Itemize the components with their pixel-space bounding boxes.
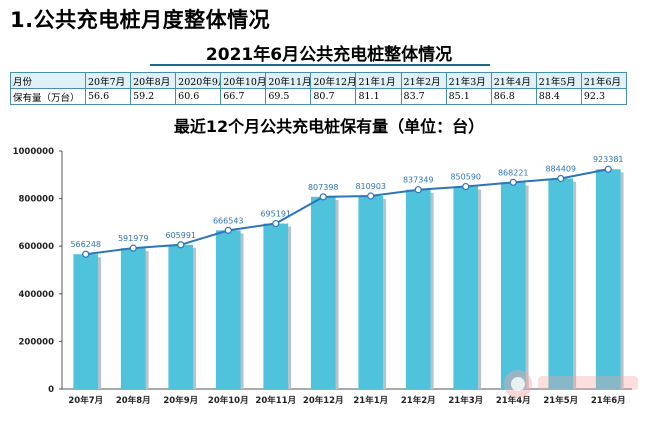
table-value-row: 保有量（万台） 56.6 59.2 60.6 66.7 69.5 80.7 81… (10, 88, 628, 105)
table-month-cell: 20年8月 (130, 72, 177, 89)
data-label: 810903 (355, 182, 386, 191)
y-tick-label: 0 (48, 385, 54, 395)
line-point (272, 219, 280, 228)
bar (500, 182, 526, 389)
x-tick-label: 21年1月 (353, 395, 388, 406)
x-tick-label: 21年4月 (496, 395, 531, 406)
table-month-cell: 21年2月 (400, 72, 447, 89)
series-line (85, 168, 609, 256)
table-month-cell: 21年4月 (490, 72, 537, 89)
x-tick-label: 20年8月 (116, 395, 151, 406)
y-tick-label: 600000 (19, 242, 55, 252)
bar (73, 254, 99, 389)
table-row-label: 保有量（万台） (10, 88, 86, 105)
bar (215, 230, 241, 389)
table-header-label: 月份 (10, 72, 86, 89)
data-label: 566248 (70, 240, 101, 249)
table-month-cell: 20年11月 (265, 72, 312, 89)
line-point (414, 186, 422, 194)
x-tick-label: 20年9月 (163, 395, 198, 406)
bar-chart: 0 200000 400000 600000 800000 1000000 20年7月 20年… (13, 147, 632, 406)
line-point (604, 165, 612, 173)
data-label: 923381 (593, 155, 624, 164)
line-point (129, 244, 137, 252)
x-tick-label: 20年12月 (303, 395, 344, 406)
bar (548, 178, 574, 389)
y-tick-label: 1000000 (13, 147, 54, 157)
bar (310, 196, 336, 389)
x-tick-label: 21年5月 (543, 395, 578, 406)
table-month-cell: 21年1月 (355, 72, 402, 89)
table-month-cell: 21年6月 (580, 72, 628, 89)
data-label: 884409 (545, 165, 576, 174)
table-value-cell: 85.1 (445, 88, 492, 105)
x-tick-label: 20年10月 (208, 395, 249, 406)
watermark-logo (504, 370, 638, 398)
table-value-cell: 80.7 (310, 88, 357, 105)
bar (358, 196, 384, 389)
line-point (177, 241, 185, 249)
data-label: 807398 (308, 183, 339, 192)
line-point (82, 250, 90, 258)
table-value-cell: 69.5 (265, 88, 312, 105)
line-point (462, 182, 470, 191)
subtitle: 2021年6月公共充电桩整体情况 (205, 45, 453, 65)
y-tick-label: 800000 (19, 195, 55, 205)
data-label: 868221 (498, 168, 529, 177)
bar (405, 189, 431, 389)
data-label: 666543 (213, 216, 244, 225)
data-label: 591979 (118, 234, 149, 243)
table-value-cell: 66.7 (220, 88, 267, 105)
line-point (557, 174, 565, 183)
line-point (509, 178, 517, 186)
bar (120, 248, 146, 389)
subtitle-underline (150, 64, 490, 66)
table-month-cell: 20年10月 (220, 72, 267, 89)
x-tick-label: 20年11月 (255, 395, 296, 406)
table-header-row: 月份 20年7月 20年8月 2020年9月 20年10月 20年11月 20年… (10, 72, 628, 89)
table-value-cell: 88.4 (535, 88, 582, 105)
table-value-cell: 83.7 (400, 88, 447, 105)
x-tick-label: 21年2月 (401, 395, 436, 406)
data-label: 605991 (165, 231, 196, 240)
line-point (224, 226, 232, 234)
x-tick-label: 21年6月 (591, 395, 626, 406)
y-tick-label: 200000 (19, 337, 55, 347)
bar (168, 244, 194, 389)
table-month-cell: 21年5月 (535, 72, 582, 89)
table-month-cell: 20年7月 (84, 72, 132, 89)
table-value-cell: 56.6 (84, 88, 132, 105)
table-month-cell: 20年12月 (310, 72, 357, 89)
table-month-cell: 2020年9月 (175, 72, 222, 89)
table-value-cell: 60.6 (175, 88, 222, 105)
y-tick-label: 400000 (19, 290, 55, 300)
x-tick-label: 21年3月 (448, 395, 483, 406)
line-point (367, 192, 375, 200)
table-value-cell: 81.1 (355, 88, 402, 105)
chart-title: 最近12个月公共充电桩保有量（单位：台） (173, 117, 485, 136)
table-month-cell: 21年3月 (445, 72, 492, 89)
line-point (319, 193, 327, 201)
bar (263, 223, 289, 389)
data-label: 695191 (260, 210, 291, 219)
bar (595, 169, 621, 389)
data-label: 837349 (403, 176, 434, 185)
x-tick-label: 20年7月 (68, 395, 103, 406)
summary-table: 月份 20年7月 20年8月 2020年9月 20年10月 20年11月 20年… (10, 72, 628, 105)
table-value-cell: 59.2 (130, 88, 177, 105)
table-value-cell: 86.8 (490, 88, 537, 105)
page-heading: 1.公共充电桩月度整体情况 (10, 8, 271, 32)
table-value-cell: 92.3 (580, 88, 628, 105)
bar (453, 186, 479, 389)
data-label: 850590 (450, 173, 481, 182)
